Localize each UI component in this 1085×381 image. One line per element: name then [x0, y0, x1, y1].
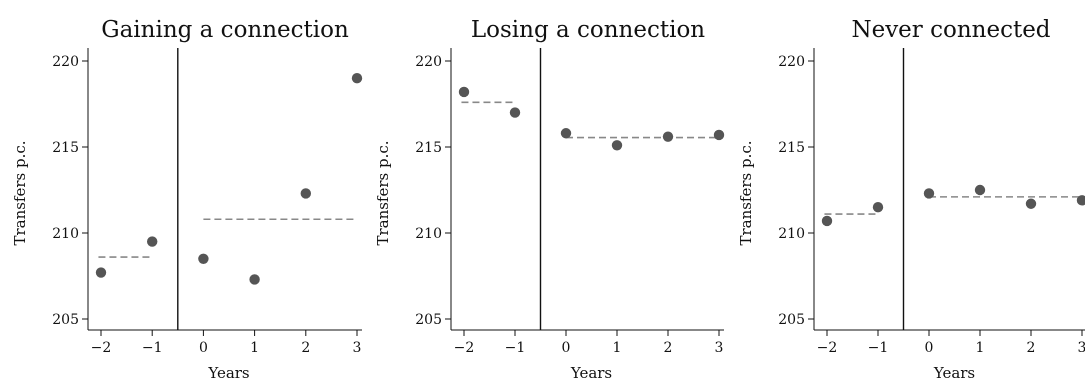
data-point: [974, 184, 986, 196]
data-point: [509, 107, 521, 118]
y-tick-label: 210: [415, 226, 442, 242]
panel-never: Never connected 205 210 215 220 −2 −1 0 1 2 3 Years…: [737, 17, 1085, 381]
x-tick-label: 0: [562, 340, 571, 356]
x-tick-label: 3: [1078, 340, 1085, 356]
x-tick-label: −2: [454, 340, 475, 356]
y-tick-label: 220: [415, 54, 442, 70]
data-point: [611, 140, 623, 151]
data-point: [923, 188, 935, 199]
x-tick-label: 2: [1027, 340, 1036, 356]
data-point: [249, 274, 260, 285]
y-tick-label: 210: [52, 226, 79, 242]
data-point: [821, 215, 833, 227]
x-tick-label: 0: [199, 340, 208, 356]
x-tick-label: 3: [353, 340, 362, 356]
y-tick-label: 210: [778, 226, 805, 242]
x-axis-label: Years: [570, 364, 612, 381]
y-axis-label: Transfers p.c.: [11, 140, 29, 245]
data-point: [662, 131, 674, 142]
y-axis-label: Transfers p.c.: [374, 140, 392, 245]
panel-title: Losing a connection: [471, 17, 705, 43]
x-axis-label: Years: [933, 364, 975, 381]
x-tick-label: 1: [976, 340, 985, 356]
panel-title: Gaining a connection: [101, 17, 349, 43]
x-tick-label: −1: [868, 340, 889, 356]
x-tick-label: −1: [142, 340, 163, 356]
data-point: [351, 73, 363, 84]
y-tick-label: 215: [52, 140, 79, 156]
y-tick-label: 220: [52, 54, 79, 70]
x-tick-label: 2: [301, 340, 310, 356]
y-tick-label: 215: [415, 140, 442, 156]
panel-title: Never connected: [851, 17, 1050, 43]
x-axis-label: Years: [207, 364, 249, 381]
data-point: [560, 128, 572, 139]
x-tick-label: 3: [715, 340, 724, 356]
x-tick-label: −2: [817, 340, 838, 356]
data-point: [1076, 195, 1085, 206]
data-point: [300, 188, 311, 199]
x-tick-label: 1: [250, 340, 259, 356]
x-tick-label: 2: [664, 340, 673, 356]
panel-losing: Losing a connection 205 210 215 220 −2 −1 0 1 2 3 Y…: [374, 17, 725, 381]
data-point: [872, 202, 884, 213]
data-point: [95, 267, 107, 278]
data-point: [198, 253, 209, 264]
x-tick-label: 1: [613, 340, 622, 356]
data-point: [458, 86, 470, 98]
y-tick-label: 205: [778, 312, 805, 328]
y-tick-label: 220: [778, 54, 805, 70]
x-tick-label: −2: [91, 340, 112, 356]
x-tick-label: 0: [925, 340, 934, 356]
y-tick-label: 205: [415, 312, 442, 328]
data-point: [713, 129, 725, 141]
x-tick-label: −1: [505, 340, 526, 356]
y-axis-label: Transfers p.c.: [737, 140, 755, 245]
panel-gaining: Gaining a connection 205 210 215 220 −2 −1 0 1 2 3…: [11, 17, 363, 381]
y-tick-label: 205: [52, 312, 79, 328]
data-point: [1025, 198, 1037, 209]
data-point: [147, 236, 158, 247]
y-tick-label: 215: [778, 140, 805, 156]
